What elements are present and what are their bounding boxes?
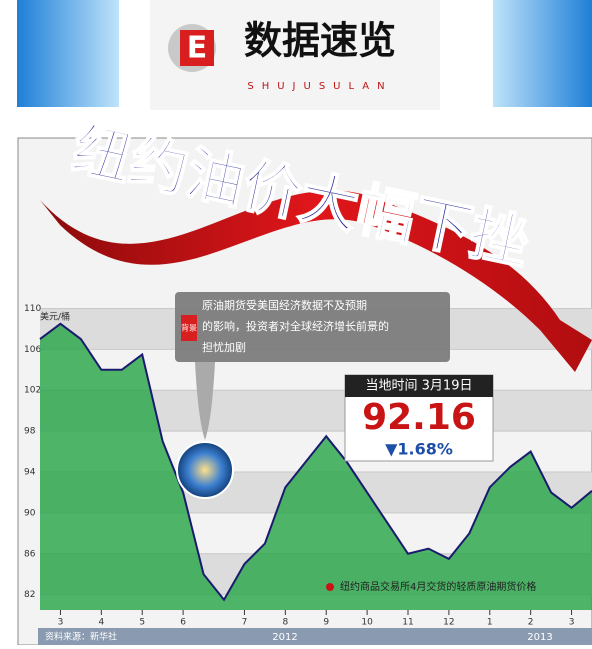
x-tick-label: 9 bbox=[323, 618, 329, 628]
note-tag-bg bbox=[181, 315, 197, 341]
y-tick-label: 94 bbox=[24, 468, 36, 478]
source: 资料来源：新华社 bbox=[45, 631, 117, 643]
line bbox=[39, 322, 592, 602]
callout-date: 当地时间 3月19日 bbox=[366, 379, 473, 394]
x-axis-bar bbox=[38, 628, 592, 645]
legend-label: 纽约商品交易所4月交货的轻质原油期货价格 bbox=[340, 580, 536, 593]
x-tick-label: 3 bbox=[58, 618, 64, 628]
year-label: 2013 bbox=[527, 632, 552, 643]
x-tick-label: 1 bbox=[487, 618, 493, 628]
x-tick-label: 12 bbox=[443, 618, 454, 628]
drop bbox=[195, 362, 215, 440]
logo-subtitle: SHUJUSULAN bbox=[247, 81, 392, 92]
x-tick-label: 11 bbox=[402, 618, 413, 628]
note-line: 的影响，投资者对全球经济增长前景的 bbox=[202, 319, 389, 333]
logo-title: 数据速览 bbox=[244, 18, 396, 63]
note-line: 原油期货受美国经济数据不及预期 bbox=[202, 298, 367, 312]
header-block bbox=[493, 0, 592, 107]
x-tick-label: 2 bbox=[528, 618, 534, 628]
callout-price: 92.16 bbox=[362, 397, 476, 438]
note-tag: 背景 bbox=[181, 323, 197, 333]
header-block bbox=[17, 0, 119, 107]
x-tick-label: 8 bbox=[282, 618, 288, 628]
area bbox=[40, 323, 592, 610]
callout-head bbox=[345, 375, 493, 397]
year-label: 2012 bbox=[272, 632, 297, 643]
x-tick-label: 10 bbox=[361, 618, 373, 628]
y-tick-label: 110 bbox=[24, 304, 41, 314]
x-tick-label: 6 bbox=[180, 618, 186, 628]
x-tick-label: 5 bbox=[139, 618, 145, 628]
x-tick-label: 7 bbox=[242, 618, 248, 628]
y-tick-label: 82 bbox=[24, 590, 35, 600]
x-tick-label: 3 bbox=[569, 618, 575, 628]
y-axis-label: 美元/桶 bbox=[40, 311, 70, 323]
note-line: 担忧加剧 bbox=[202, 340, 246, 354]
x-tick-label: 4 bbox=[98, 618, 104, 628]
legend-swatch bbox=[326, 583, 334, 591]
globe-icon bbox=[176, 441, 234, 499]
y-tick-label: 90 bbox=[24, 508, 36, 518]
callout-change: ▼1.68% bbox=[385, 440, 453, 459]
y-tick-label: 106 bbox=[24, 345, 41, 355]
y-tick-label: 102 bbox=[24, 386, 41, 396]
arrow bbox=[40, 190, 592, 372]
logo-badge bbox=[180, 30, 214, 66]
y-tick-label: 86 bbox=[24, 549, 36, 559]
note-box bbox=[175, 292, 450, 362]
logo-letter: E bbox=[187, 31, 208, 66]
y-tick-label: 98 bbox=[24, 427, 36, 437]
